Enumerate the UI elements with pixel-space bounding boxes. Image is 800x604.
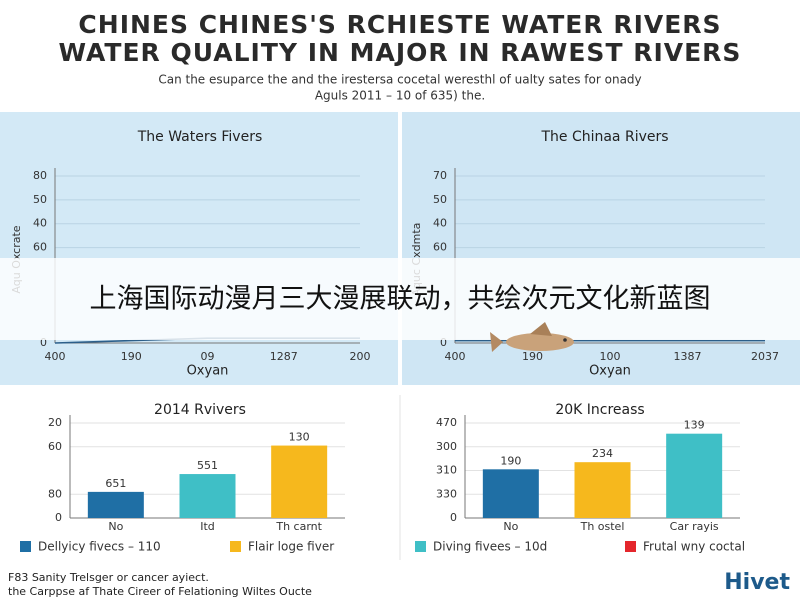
footer-line: F83 Sanity Trelsger or cancer ayiect.	[8, 571, 209, 584]
y-tick-label: 300	[436, 440, 457, 453]
bar	[87, 491, 144, 518]
legend-swatch	[625, 541, 636, 552]
y-tick-label: 50	[433, 193, 447, 206]
y-tick-label: 80	[48, 487, 62, 500]
y-tick-label: 40	[433, 217, 447, 230]
x-tick-label: 190	[121, 350, 142, 363]
y-tick-label: 20	[48, 416, 62, 429]
y-tick-label: 470	[436, 416, 457, 429]
x-tick-label: 190	[522, 350, 543, 363]
fish-icon	[490, 322, 574, 352]
y-tick-label: 50	[33, 193, 47, 206]
y-tick-label: 0	[55, 511, 62, 524]
bar-annotation: 234	[592, 447, 613, 460]
chart-title: The Waters Fivers	[137, 129, 263, 145]
x-tick-label: No	[503, 520, 518, 533]
y-tick-label: 0	[440, 336, 447, 349]
y-tick-label: 60	[433, 241, 447, 254]
subtitle-line: Aguls 2011 – 10 of 635) the.	[315, 89, 485, 103]
footer-line: the Carppse af Thate Cireer of Felationi…	[8, 585, 312, 598]
legend-label: Flair loge fiver	[248, 540, 334, 554]
bar-annotation: 139	[684, 419, 705, 432]
panel	[0, 112, 398, 385]
bar	[179, 474, 236, 518]
bar	[666, 433, 723, 518]
y-tick-label: 0	[40, 336, 47, 349]
bar-annotation: 651	[105, 477, 126, 490]
x-tick-label: 2037	[751, 350, 779, 363]
y-tick-label: 60	[33, 241, 47, 254]
subtitle-line: Can the esuparce the and the irestersa c…	[158, 73, 641, 87]
x-tick-label: 400	[45, 350, 66, 363]
legend-label: Frutal wny coctal	[643, 540, 745, 554]
bar	[271, 445, 328, 518]
banner-text: 上海国际动漫月三大漫展联动，共绘次元文化新蓝图	[90, 284, 711, 315]
bar	[574, 462, 631, 518]
x-tick-label: Th ostel	[580, 520, 625, 533]
x-tick-label: 1387	[674, 350, 702, 363]
title-line: WATER QUALITY IN MAJOR IN RAWEST RIVERS	[59, 38, 742, 67]
x-tick-label: Itd	[200, 520, 215, 533]
y-tick-label: 60	[48, 440, 62, 453]
x-tick-label: Th carnt	[275, 520, 322, 533]
x-tick-label: 100	[600, 350, 621, 363]
legend-label: Dellyicy fivecs – 110	[38, 540, 161, 554]
x-tick-label: Car rayis	[670, 520, 719, 533]
x-axis-label: Oxyan	[187, 364, 229, 379]
y-tick-label: 80	[33, 169, 47, 182]
banner	[0, 258, 800, 340]
title-line: CHINES CHINES'S RCHIESTE WATER RIVERS	[78, 10, 721, 39]
x-tick-label: 1287	[270, 350, 298, 363]
chart-title: The Chinaa Rivers	[540, 129, 668, 145]
x-tick-label: 200	[350, 350, 371, 363]
bar-annotation: 130	[289, 431, 310, 444]
bar-annotation: 190	[500, 454, 521, 467]
y-tick-label: 40	[33, 217, 47, 230]
bar	[482, 469, 539, 518]
legend-label: Diving fivees – 10d	[433, 540, 547, 554]
panel	[402, 112, 800, 385]
x-tick-label: 400	[445, 350, 466, 363]
x-tick-label: No	[108, 520, 123, 533]
legend-swatch	[415, 541, 426, 552]
x-tick-label: 09	[201, 350, 215, 363]
bar-annotation: 551	[197, 459, 218, 472]
x-axis-label: Oxyan	[589, 364, 631, 379]
y-tick-label: 70	[433, 169, 447, 182]
legend-swatch	[230, 541, 241, 552]
legend-swatch	[20, 541, 31, 552]
logo: Hivet	[724, 570, 790, 595]
y-tick-label: 0	[450, 511, 457, 524]
y-tick-label: 310	[436, 464, 457, 477]
chart-title: 20K Increass	[555, 402, 644, 418]
chart-title: 2014 Rvivers	[154, 402, 246, 418]
y-tick-label: 330	[436, 487, 457, 500]
